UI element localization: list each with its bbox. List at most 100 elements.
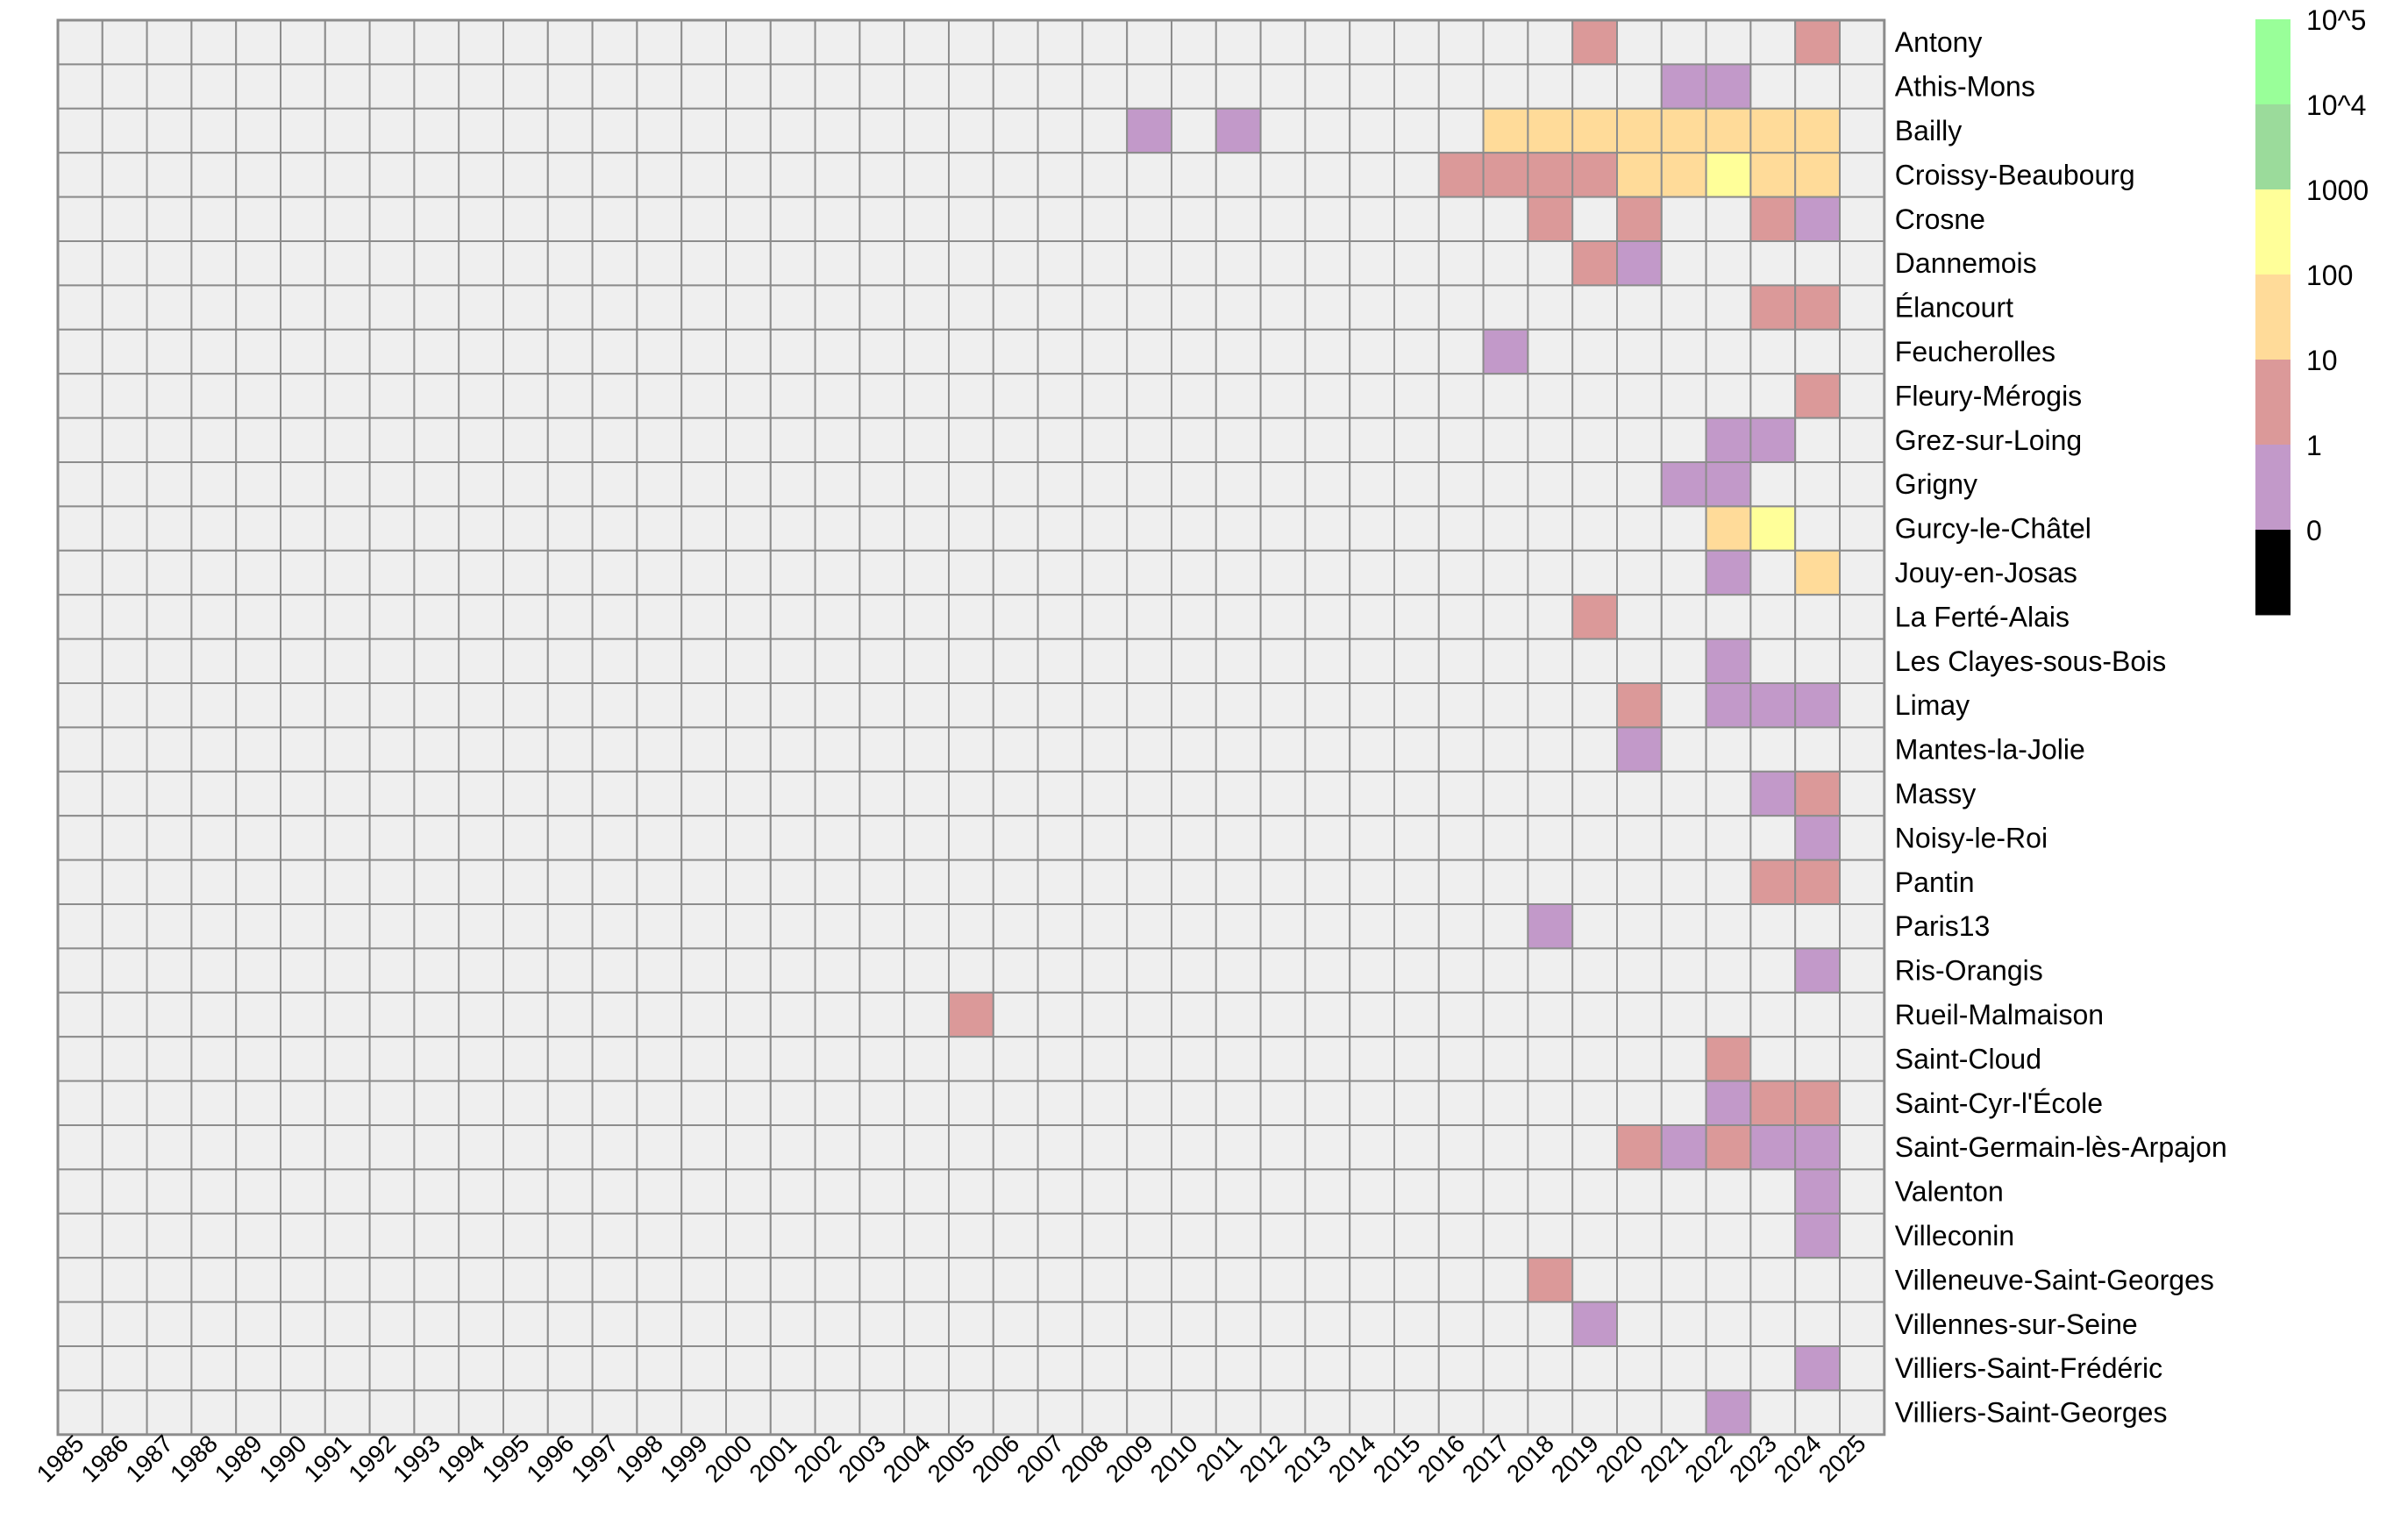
heatmap-cell-paris13-1994	[458, 903, 505, 950]
heatmap-cell-athis-mons-2017	[1482, 63, 1529, 110]
heatmap-cell-villeneuve-saint-georges-2013	[1304, 1257, 1351, 1303]
heatmap-cell-limay-1990	[280, 682, 326, 729]
heatmap-cell-antony-2012	[1259, 19, 1307, 66]
heatmap-cell-villiers-saint-frederic-1988	[190, 1345, 238, 1392]
heatmap-cell-paris13-2024	[1794, 903, 1841, 950]
row-label-limay: Limay	[1895, 689, 1970, 721]
heatmap-cell-villiers-saint-georges-1994	[458, 1389, 505, 1436]
heatmap-cell-grez-sur-loing-2007	[1037, 417, 1084, 464]
heatmap-cell-fleury-merogis-2022	[1705, 373, 1752, 419]
heatmap-cell-la-ferte-alais-2020	[1616, 594, 1663, 640]
heatmap-cell-mantes-la-jolie-2010	[1171, 726, 1217, 773]
heatmap-cell-valenton-2007	[1037, 1168, 1084, 1215]
heatmap-cell-villeconin-1993	[413, 1212, 460, 1259]
heatmap-cell-paris13-1987	[146, 903, 193, 950]
heatmap-cell-athis-mons-2000	[725, 63, 772, 110]
heatmap-cell-rueil-malmaison-1990	[280, 991, 326, 1038]
heatmap-cell-villeneuve-saint-georges-2007	[1037, 1257, 1084, 1303]
heatmap-cell-grez-sur-loing-2002	[814, 417, 861, 464]
heatmap-cell-bailly-2017	[1482, 107, 1529, 154]
heatmap-cell-massy-1991	[324, 770, 371, 817]
heatmap-cell-saint-cyr-l-ecole-1995	[502, 1080, 549, 1126]
heatmap-cell-bailly-1985	[57, 107, 103, 154]
column-label-2000: 2000	[700, 1430, 758, 1487]
heatmap-cell-grigny-2011	[1215, 461, 1262, 508]
heatmap-cell-fleury-merogis-1987	[146, 373, 193, 419]
heatmap-cell-gurcy-le-chatel-2012	[1259, 505, 1307, 552]
heatmap-cell-fleury-merogis-2007	[1037, 373, 1084, 419]
heatmap-cell-les-clayes-sous-bois-2025	[1839, 638, 1885, 684]
heatmap-cell-valenton-2022	[1705, 1168, 1752, 1215]
heatmap-cell-rueil-malmaison-2021	[1660, 991, 1707, 1038]
heatmap-cell-grez-sur-loing-2005	[948, 417, 994, 464]
heatmap-cell-villeneuve-saint-georges-2002	[814, 1257, 861, 1303]
heatmap-cell-fleury-merogis-2002	[814, 373, 861, 419]
heatmap-cell-elancourt-1999	[680, 284, 728, 331]
heatmap-cell-ris-orangis-1988	[190, 947, 238, 994]
heatmap-cell-saint-cyr-l-ecole-2019	[1571, 1080, 1618, 1126]
heatmap-cell-villennes-sur-seine-1992	[368, 1301, 416, 1347]
heatmap-cell-saint-cyr-l-ecole-2002	[814, 1080, 861, 1126]
heatmap-cell-ris-orangis-2001	[769, 947, 816, 994]
heatmap-cell-la-ferte-alais-2023	[1749, 594, 1797, 640]
heatmap-cell-mantes-la-jolie-2003	[858, 726, 906, 773]
heatmap-cell-feucherolles-2002	[814, 328, 861, 375]
heatmap-cell-crosne-1985	[57, 196, 103, 243]
heatmap-cell-paris13-2007	[1037, 903, 1084, 950]
heatmap-cell-villennes-sur-seine-2024	[1794, 1301, 1841, 1347]
heatmap-cell-villiers-saint-frederic-1987	[146, 1345, 193, 1392]
heatmap-cell-crosne-2015	[1393, 196, 1440, 243]
heatmap-cell-fleury-merogis-1989	[235, 373, 282, 419]
column-label-2002: 2002	[788, 1430, 846, 1487]
heatmap-cell-villennes-sur-seine-2006	[992, 1301, 1039, 1347]
heatmap-cell-rueil-malmaison-2013	[1304, 991, 1351, 1038]
heatmap-cell-feucherolles-1994	[458, 328, 505, 375]
heatmap-cell-villeconin-2022	[1705, 1212, 1752, 1259]
heatmap-cell-la-ferte-alais-1993	[413, 594, 460, 640]
heatmap-cell-croissy-beaubourg-2004	[903, 152, 950, 198]
heatmap-cell-croissy-beaubourg-1991	[324, 152, 371, 198]
heatmap-cell-athis-mons-1997	[591, 63, 638, 110]
heatmap-cell-rueil-malmaison-2016	[1437, 991, 1485, 1038]
heatmap-cell-jouy-en-josas-1992	[368, 549, 416, 596]
heatmap-cell-villiers-saint-georges-1986	[101, 1389, 148, 1436]
heatmap-cell-villeconin-2014	[1349, 1212, 1395, 1259]
heatmap-cell-valenton-1998	[636, 1168, 683, 1215]
heatmap-cell-mantes-la-jolie-2017	[1482, 726, 1529, 773]
heatmap-cell-croissy-beaubourg-1999	[680, 152, 728, 198]
heatmap-cell-jouy-en-josas-1999	[680, 549, 728, 596]
heatmap-cell-paris13-2006	[992, 903, 1039, 950]
heatmap-cell-ris-orangis-2019	[1571, 947, 1618, 994]
heatmap-cell-villiers-saint-georges-1990	[280, 1389, 326, 1436]
heatmap-cell-mantes-la-jolie-2014	[1349, 726, 1395, 773]
heatmap-cell-villennes-sur-seine-2007	[1037, 1301, 1084, 1347]
heatmap-cell-jouy-en-josas-2001	[769, 549, 816, 596]
heatmap-cell-valenton-2004	[903, 1168, 950, 1215]
heatmap-cell-bailly-1988	[190, 107, 238, 154]
heatmap-cell-villiers-saint-georges-2004	[903, 1389, 950, 1436]
heatmap-cell-antony-1999	[680, 19, 728, 66]
row-label-massy: Massy	[1895, 778, 1976, 809]
heatmap-cell-limay-2019	[1571, 682, 1618, 729]
heatmap-cell-limay-2024	[1794, 682, 1841, 729]
heatmap-cell-villennes-sur-seine-1998	[636, 1301, 683, 1347]
heatmap-cell-crosne-2016	[1437, 196, 1485, 243]
heatmap-cell-mantes-la-jolie-2012	[1259, 726, 1307, 773]
column-label-2006: 2006	[966, 1430, 1024, 1487]
heatmap-cell-saint-germain-les-arpajon-2013	[1304, 1124, 1351, 1171]
heatmap-cell-mantes-la-jolie-1997	[591, 726, 638, 773]
heatmap-cell-dannemois-1990	[280, 240, 326, 287]
heatmap-cell-grigny-2000	[725, 461, 772, 508]
heatmap-cell-saint-cyr-l-ecole-2025	[1839, 1080, 1885, 1126]
row-label-dannemois: Dannemois	[1895, 247, 2037, 279]
heatmap-cell-massy-1995	[502, 770, 549, 817]
heatmap-cell-rueil-malmaison-2001	[769, 991, 816, 1038]
heatmap-cell-villeconin-2000	[725, 1212, 772, 1259]
column-label-2004: 2004	[878, 1430, 936, 1487]
heatmap-cell-massy-1997	[591, 770, 638, 817]
heatmap-cell-limay-2002	[814, 682, 861, 729]
heatmap-cell-la-ferte-alais-1986	[101, 594, 148, 640]
heatmap-cell-mantes-la-jolie-2013	[1304, 726, 1351, 773]
heatmap-cell-saint-cloud-1994	[458, 1036, 505, 1082]
heatmap-cell-villeneuve-saint-georges-1986	[101, 1257, 148, 1303]
